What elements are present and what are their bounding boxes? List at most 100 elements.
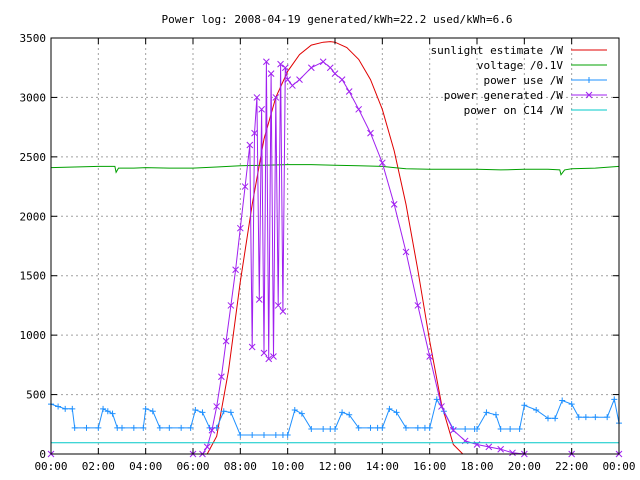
x-tick-label: 02:00 — [82, 460, 115, 473]
legend-marker — [586, 77, 592, 83]
legend: sunlight estimate /W voltage /0.1V power u… — [431, 44, 607, 117]
x-tick-label: 20:00 — [508, 460, 541, 473]
data-point — [414, 424, 421, 431]
data-point — [367, 129, 374, 137]
data-point — [208, 426, 216, 434]
y-tick-label: 2000 — [20, 210, 47, 223]
data-point — [339, 409, 346, 416]
data-point — [261, 431, 267, 438]
data-point — [483, 409, 490, 416]
data-point — [71, 424, 78, 431]
data-point — [438, 403, 445, 410]
data-point — [222, 337, 230, 345]
data-point — [187, 424, 194, 431]
data-point — [246, 141, 254, 149]
data-point — [130, 424, 137, 431]
data-point — [507, 426, 514, 433]
data-point — [104, 408, 111, 415]
data-point — [281, 64, 289, 72]
x-tick-label: 14:00 — [366, 460, 399, 473]
x-tick-label: 00:00 — [34, 460, 67, 473]
data-point — [308, 426, 315, 433]
y-tick-label: 1500 — [20, 270, 47, 283]
data-point — [378, 159, 386, 167]
data-point — [62, 405, 69, 412]
legend-marker — [585, 91, 593, 99]
chart-title: Power log: 2008-04-19 generated/kWh=22.2… — [162, 13, 513, 26]
data-point — [338, 76, 346, 83]
data-point — [142, 405, 149, 412]
data-point — [199, 409, 206, 416]
data-point — [241, 183, 249, 190]
data-point — [320, 426, 327, 433]
data-point — [319, 58, 327, 66]
data-point — [218, 373, 225, 381]
data-point — [284, 76, 292, 83]
data-point — [267, 70, 275, 78]
data-point — [545, 415, 551, 422]
data-point — [83, 424, 90, 431]
data-point — [203, 443, 211, 451]
data-point — [402, 248, 410, 256]
y-tick-label: 3000 — [20, 91, 47, 104]
x-tick-label: 06:00 — [176, 460, 209, 473]
data-point — [178, 424, 185, 431]
data-point — [270, 353, 277, 360]
series-1 — [50, 164, 620, 176]
data-point — [265, 355, 273, 363]
data-point — [367, 424, 374, 431]
legend-label: power on C14 /W — [464, 104, 564, 117]
data-point — [298, 410, 305, 417]
data-point — [291, 407, 298, 414]
x-tick-label: 22:00 — [555, 460, 588, 473]
data-point — [426, 353, 434, 360]
data-point — [449, 426, 457, 434]
x-tick-label: 18:00 — [460, 460, 493, 473]
data-point — [326, 64, 334, 72]
data-point — [279, 308, 287, 315]
data-point — [236, 224, 244, 232]
y-tick-label: 0 — [39, 448, 46, 461]
data-point — [386, 405, 393, 412]
data-point — [379, 424, 386, 431]
data-point — [109, 410, 116, 417]
legend-label: voltage /0.1V — [477, 59, 563, 72]
data-point — [237, 431, 244, 438]
data-point — [248, 343, 256, 351]
data-point — [559, 397, 566, 404]
data-point — [345, 88, 353, 95]
data-point — [592, 414, 599, 421]
data-point — [403, 424, 409, 431]
data-point — [492, 411, 499, 418]
data-point — [149, 408, 156, 415]
data-point — [192, 407, 199, 414]
series-line — [50, 164, 620, 176]
data-point — [611, 396, 618, 403]
legend-label: power generated /W — [444, 89, 564, 102]
data-point — [332, 426, 338, 433]
data-point — [289, 82, 296, 89]
data-point — [509, 449, 516, 457]
data-point — [582, 414, 589, 421]
data-point — [296, 76, 303, 83]
data-point — [355, 424, 362, 431]
legend-label: power use /W — [484, 74, 564, 87]
data-point — [497, 445, 505, 453]
data-point — [450, 426, 457, 433]
x-tick-label: 12:00 — [318, 460, 351, 473]
data-point — [277, 60, 284, 68]
data-point — [253, 94, 261, 101]
data-point — [474, 426, 480, 433]
data-point — [260, 349, 268, 357]
data-point — [119, 424, 125, 431]
data-point — [604, 414, 611, 421]
data-point — [100, 405, 107, 412]
data-point — [249, 431, 256, 438]
data-point — [232, 266, 239, 274]
grid — [51, 38, 619, 454]
data-point — [568, 401, 575, 408]
x-tick-label: 10:00 — [271, 460, 304, 473]
legend-label: sunlight estimate /W — [431, 44, 564, 57]
data-point — [516, 426, 523, 433]
data-point — [140, 424, 147, 431]
